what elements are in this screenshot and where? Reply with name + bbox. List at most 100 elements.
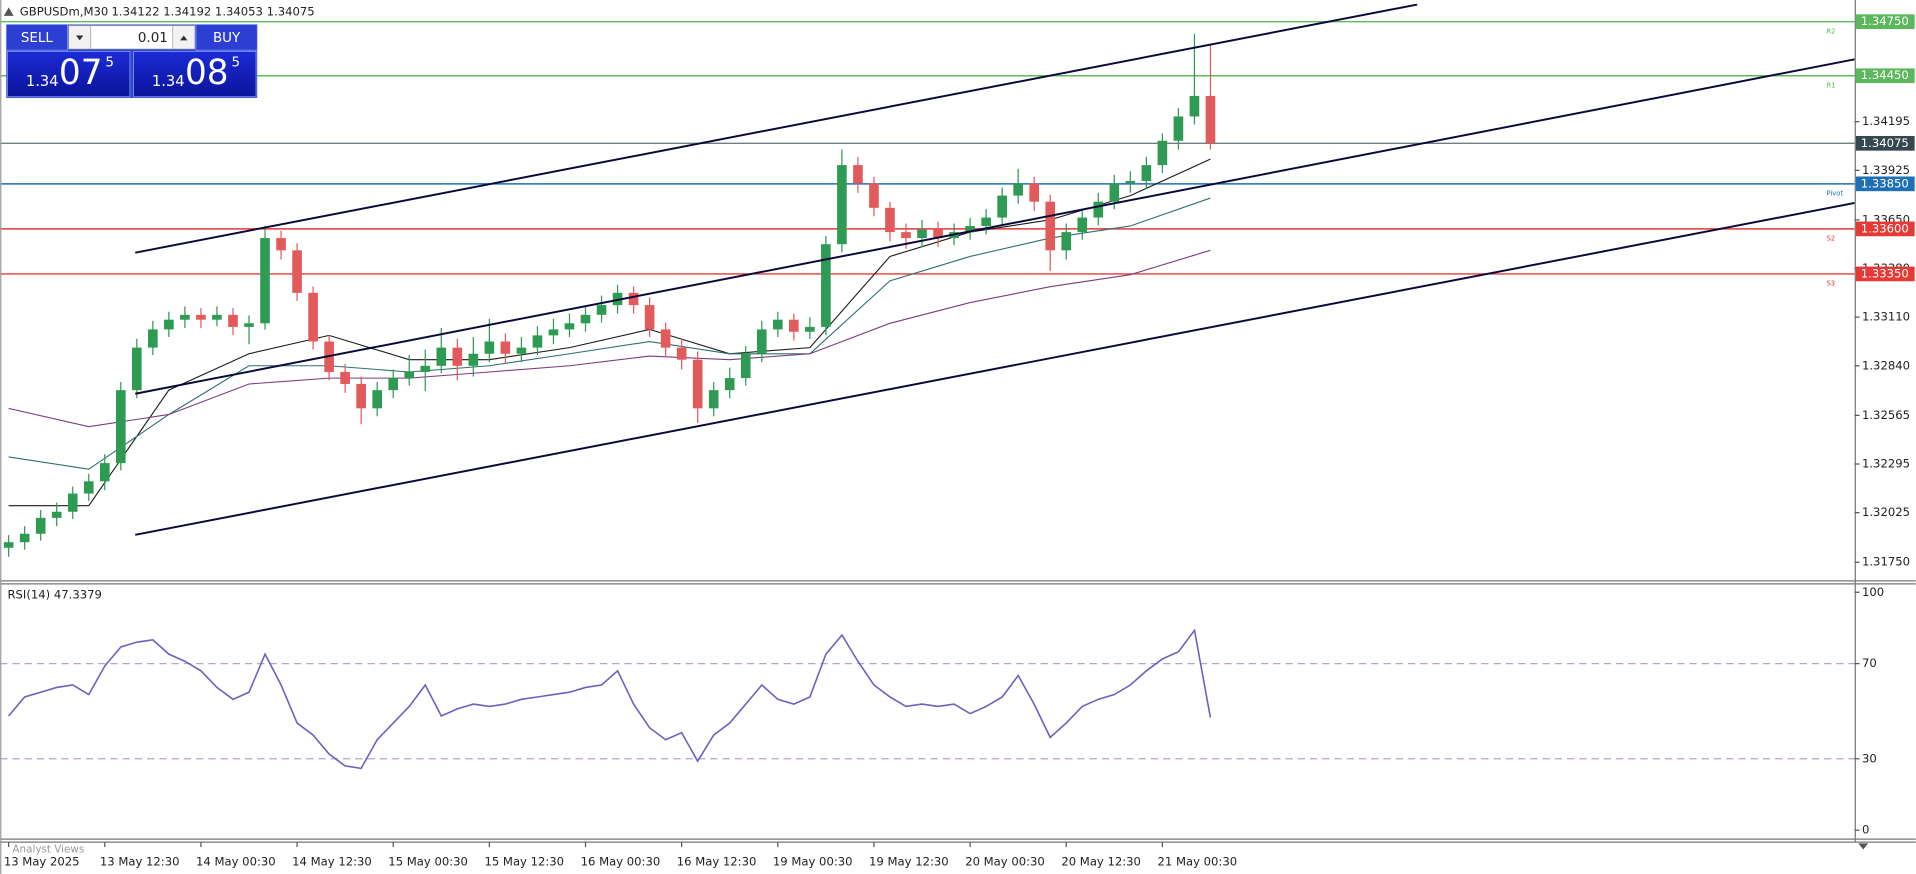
y-tick-label: 100 bbox=[1862, 585, 1884, 599]
candle-body bbox=[853, 165, 863, 184]
candle-body bbox=[1157, 140, 1168, 166]
y-tick-label: 70 bbox=[1862, 656, 1877, 670]
candle-body bbox=[228, 314, 238, 327]
level-price-label: 1.33600 bbox=[1861, 221, 1909, 235]
x-tick-label: 13 May 2025 bbox=[4, 854, 80, 868]
x-tick-label: 19 May 12:30 bbox=[869, 854, 949, 868]
candle-body bbox=[1205, 95, 1216, 144]
sell-price-prefix: 1.34 bbox=[26, 73, 59, 90]
candle-body bbox=[1029, 183, 1040, 202]
candle-body bbox=[164, 319, 174, 330]
y-tick-label: 1.31750 bbox=[1862, 555, 1910, 569]
candle-body bbox=[340, 371, 350, 385]
candle-body bbox=[260, 238, 270, 324]
candle-body bbox=[404, 371, 415, 379]
x-tick-label: 16 May 00:30 bbox=[581, 854, 661, 868]
candle-body bbox=[196, 314, 206, 320]
candle-body bbox=[148, 329, 158, 348]
scroll-arrow[interactable] bbox=[1858, 843, 1869, 850]
candle-body bbox=[772, 319, 783, 330]
buy-price-box[interactable] bbox=[133, 51, 257, 98]
candle-body bbox=[692, 359, 703, 409]
candle-body bbox=[917, 229, 927, 239]
candle-body bbox=[676, 347, 687, 360]
y-tick-label: 1.33925 bbox=[1862, 163, 1910, 177]
candle-body bbox=[1061, 232, 1072, 251]
x-tick-label: 15 May 00:30 bbox=[388, 854, 468, 868]
candle-body bbox=[276, 238, 286, 251]
level-price-box bbox=[1855, 14, 1915, 30]
candle-body bbox=[244, 323, 254, 327]
candle-body bbox=[67, 493, 78, 512]
x-tick-label: 21 May 00:30 bbox=[1157, 854, 1237, 868]
ohlc-readout: 1.34122 1.34192 1.34053 1.34075 bbox=[112, 5, 315, 19]
candle-body bbox=[516, 347, 527, 354]
candle-body bbox=[388, 378, 399, 391]
y-tick-label: 1.32025 bbox=[1862, 505, 1910, 519]
candle-body bbox=[180, 314, 190, 320]
level-tag: Pivot bbox=[1826, 190, 1843, 198]
level-price-box bbox=[1855, 135, 1915, 151]
candle-body bbox=[115, 390, 126, 464]
candle-body bbox=[308, 292, 318, 342]
candle-body bbox=[83, 481, 94, 494]
candle-body bbox=[596, 305, 607, 315]
one-click-trading: SELL 0.01 BUY 1.34 07 5 1.34 08 5 bbox=[5, 24, 258, 98]
candle-body bbox=[1045, 201, 1056, 251]
y-tick-label: 1.32295 bbox=[1862, 457, 1910, 471]
candle-body bbox=[51, 511, 62, 518]
buy-price-big: 08 bbox=[185, 53, 229, 93]
candle-body bbox=[452, 347, 463, 366]
x-tick-label: 20 May 12:30 bbox=[1061, 854, 1141, 868]
sell-price-box[interactable] bbox=[7, 51, 131, 98]
candle-body bbox=[965, 226, 975, 233]
x-tick-label: 14 May 00:30 bbox=[196, 854, 276, 868]
candle-body bbox=[212, 314, 222, 320]
candle-body bbox=[997, 195, 1007, 218]
candle-body bbox=[644, 305, 655, 330]
candle-body bbox=[724, 378, 735, 391]
x-tick-label: 19 May 00:30 bbox=[773, 854, 853, 868]
candle-body bbox=[356, 384, 366, 409]
sell-price-sup: 5 bbox=[105, 55, 114, 70]
candle-body bbox=[1189, 95, 1200, 117]
level-price-label: 1.33350 bbox=[1861, 266, 1909, 280]
level-tag: S3 bbox=[1826, 280, 1835, 288]
y-tick-label: 1.33110 bbox=[1862, 310, 1910, 324]
candle-body bbox=[821, 244, 831, 327]
candle-body bbox=[1125, 180, 1136, 184]
candle-body bbox=[132, 347, 142, 391]
buy-price-sup: 5 bbox=[232, 55, 241, 70]
candle-body bbox=[1173, 116, 1184, 141]
candle-body bbox=[532, 335, 543, 348]
candle-body bbox=[805, 326, 815, 332]
candle-body bbox=[580, 314, 591, 324]
sell-button[interactable] bbox=[5, 24, 68, 51]
candle-body bbox=[500, 341, 511, 354]
arrow-down bbox=[76, 35, 84, 41]
analyst-views-tab[interactable]: Analyst Views bbox=[12, 844, 84, 856]
y-tick-label: 0 bbox=[1862, 823, 1869, 837]
candle-body bbox=[869, 183, 879, 208]
moving-average bbox=[8, 197, 1211, 470]
candle-body bbox=[564, 323, 575, 330]
candle-body bbox=[548, 329, 559, 336]
candle-body bbox=[468, 353, 479, 366]
arrow-up bbox=[180, 35, 188, 41]
candle-body bbox=[789, 319, 799, 332]
candle-body bbox=[1013, 183, 1023, 196]
candle-body bbox=[484, 341, 495, 354]
buy-button[interactable] bbox=[195, 24, 258, 51]
x-tick-label: 16 May 12:30 bbox=[677, 854, 757, 868]
candle-body bbox=[901, 232, 911, 239]
symbol-title: GBPUSDm,M30 bbox=[20, 5, 109, 19]
y-tick-label: 1.34195 bbox=[1862, 114, 1910, 128]
sell-label: SELL bbox=[21, 31, 54, 46]
candle-body bbox=[420, 365, 431, 372]
candle-body bbox=[740, 353, 751, 379]
candle-body bbox=[19, 533, 30, 543]
level-price-label: 1.34450 bbox=[1861, 68, 1909, 82]
x-tick-label: 14 May 12:30 bbox=[292, 854, 372, 868]
candle-body bbox=[981, 217, 991, 227]
